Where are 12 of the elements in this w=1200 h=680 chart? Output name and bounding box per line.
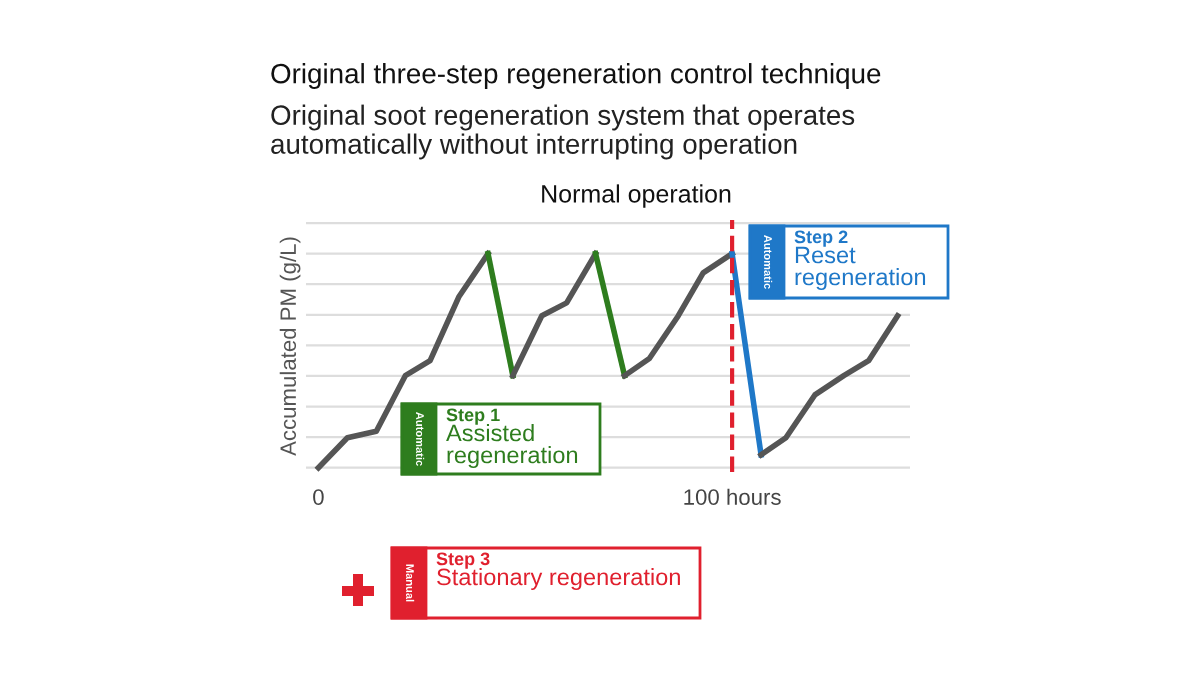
annotation: Reset regeneration	[795, 246, 926, 291]
x-tick-label: 0	[313, 489, 324, 505]
x-tick-label: 100 hours	[684, 488, 781, 505]
y-axis-title: Accumulated PM (g/L)	[279, 237, 301, 456]
text: Stationary regeneration	[437, 568, 680, 591]
text: Step 3	[436, 552, 490, 569]
chart-subtitle: Original soot regeneration system that operates automatically without interrupting operation	[271, 104, 855, 160]
annotation: Assisted regeneration	[446, 424, 578, 469]
annotation: Step 1	[446, 408, 500, 425]
text: Step 2	[794, 230, 848, 247]
chart-title: Original three-step regeneration control technique	[271, 63, 881, 89]
text: Normal operation	[542, 184, 731, 208]
